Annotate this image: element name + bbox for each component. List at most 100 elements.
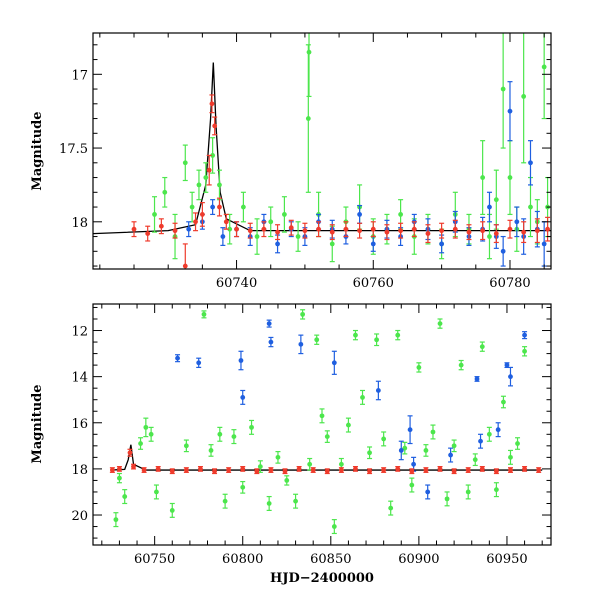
- top-red-point: [131, 221, 137, 238]
- bottom-green-point: [381, 431, 387, 447]
- bottom-series-green: [113, 309, 528, 535]
- top-blue-point: [357, 204, 363, 224]
- bottom-x-tick-label: 60900: [398, 552, 439, 567]
- top-green-point: [196, 169, 202, 201]
- bottom-red-point: [116, 465, 122, 472]
- top-green-point: [305, 44, 311, 193]
- bottom-x-tick-label: 60950: [486, 552, 527, 567]
- bottom-green-point: [257, 460, 263, 473]
- bottom-red-point: [268, 467, 274, 473]
- bottom-x-tick-label: 60750: [134, 552, 175, 567]
- top-red-point: [247, 222, 253, 239]
- bottom-green-point: [201, 310, 207, 319]
- top-x-tick-label: 60760: [353, 276, 394, 291]
- top-green-point: [541, 33, 547, 120]
- bottom-red-point: [395, 465, 401, 472]
- top-green-point: [254, 218, 260, 255]
- bottom-green-point: [493, 482, 499, 498]
- bottom-y-axis-label: Magnitude: [30, 384, 45, 463]
- top-red-point: [316, 221, 322, 238]
- bottom-green-point: [444, 491, 450, 507]
- bottom-green-point: [153, 484, 159, 500]
- top-red-point: [288, 219, 294, 236]
- bottom-red-point: [296, 465, 302, 472]
- bottom-blue-point: [522, 331, 528, 340]
- top-y-tick-label: 17: [71, 68, 88, 83]
- top-green-point: [240, 191, 246, 223]
- bottom-panel: 60750 60800 60850 60900 60950 12 14 16 18 20 Magn…: [30, 303, 552, 586]
- bottom-blue-point: [474, 376, 480, 382]
- top-red-point: [172, 222, 178, 239]
- bottom-axis-ticks: 60750 60800 60850 60900 60950 12 14 16 18 20: [71, 304, 551, 567]
- top-green-point: [210, 137, 216, 174]
- bottom-red-point: [310, 467, 316, 473]
- bottom-green-point: [451, 439, 457, 453]
- top-panel: 60740 60760 60780 17 17.5 18 Magnitude: [30, 32, 552, 291]
- bottom-green-point: [507, 449, 513, 465]
- top-panel-frame: [92, 32, 552, 270]
- bottom-y-tick-label: 12: [71, 325, 88, 340]
- bottom-green-point: [458, 359, 464, 371]
- bottom-green-point: [183, 439, 189, 453]
- top-red-point: [466, 224, 472, 241]
- top-green-point: [152, 196, 158, 233]
- bottom-red-point: [109, 467, 115, 473]
- bottom-blue-point: [407, 415, 413, 445]
- bottom-green-point: [138, 437, 144, 450]
- top-green-point: [281, 196, 287, 233]
- top-red-point: [329, 224, 335, 241]
- bottom-red-point: [141, 467, 147, 473]
- bottom-green-point: [360, 389, 366, 405]
- bottom-red-point: [437, 465, 443, 472]
- bottom-blue-point: [266, 319, 272, 328]
- bottom-green-point: [148, 426, 154, 442]
- bottom-blue-point: [175, 354, 181, 363]
- bottom-red-point: [465, 467, 471, 473]
- bottom-green-point: [423, 444, 429, 457]
- bottom-red-point: [522, 465, 528, 472]
- bottom-green-point: [122, 489, 128, 505]
- bottom-green-point: [300, 309, 306, 320]
- top-green-point: [268, 206, 274, 238]
- bottom-green-point: [208, 444, 214, 457]
- bottom-red-point: [381, 467, 387, 473]
- bottom-green-point: [113, 512, 119, 528]
- bottom-blue-point: [298, 334, 304, 355]
- top-blue-point: [220, 227, 226, 246]
- top-data-layer: [93, 33, 551, 269]
- top-red-point: [206, 154, 212, 186]
- top-green-point: [162, 176, 168, 208]
- top-red-point: [411, 221, 417, 238]
- bottom-blue-point: [507, 366, 513, 387]
- bottom-green-point: [222, 493, 228, 509]
- bottom-red-point: [127, 448, 133, 457]
- bottom-blue-point: [196, 357, 202, 369]
- bottom-red-point: [423, 467, 429, 473]
- top-plot-area: [93, 33, 551, 269]
- bottom-blue-point: [478, 433, 484, 449]
- top-red-point: [507, 219, 513, 239]
- top-red-point: [480, 221, 486, 241]
- bottom-series-blue: [175, 319, 528, 500]
- top-red-point: [145, 225, 151, 242]
- bottom-y-tick-label: 16: [71, 417, 88, 432]
- top-green-point: [486, 213, 492, 260]
- bottom-green-point: [437, 318, 443, 329]
- bottom-red-point: [324, 468, 330, 475]
- bottom-green-point: [374, 333, 380, 347]
- top-red-point: [158, 218, 164, 235]
- bottom-green-point: [314, 334, 320, 345]
- bottom-green-point: [395, 329, 401, 341]
- bottom-green-point: [169, 502, 175, 518]
- top-blue-point: [486, 191, 492, 223]
- bottom-green-point: [500, 395, 506, 409]
- bottom-green-point: [479, 341, 485, 352]
- bottom-green-point: [284, 475, 290, 486]
- bottom-green-point: [367, 446, 373, 460]
- top-red-point: [199, 202, 205, 227]
- bottom-green-point: [143, 417, 149, 438]
- bottom-red-point: [338, 467, 344, 473]
- top-red-point: [209, 94, 215, 114]
